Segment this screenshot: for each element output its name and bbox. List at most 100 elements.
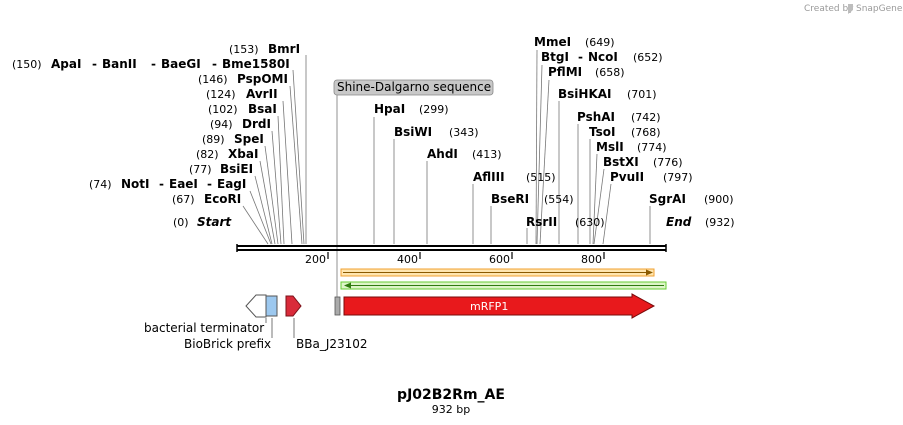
site-leader-lines bbox=[242, 49, 651, 300]
site-name: XbaI bbox=[228, 147, 258, 161]
site-position: (74) bbox=[89, 178, 112, 191]
start-position: (0) bbox=[173, 216, 189, 229]
site-position: (774) bbox=[637, 141, 667, 154]
axis-tick-label: 200 bbox=[305, 253, 326, 266]
svg-text:-: - bbox=[159, 177, 164, 191]
site-bstxi: BstXI (776) bbox=[603, 155, 683, 169]
site-name: Bme1580I bbox=[222, 57, 290, 71]
end-marker: End (932) bbox=[666, 215, 735, 229]
site-position: (515) bbox=[526, 171, 556, 184]
site-name: MslI bbox=[596, 140, 624, 154]
site-btgi-ncoi: BtgI - NcoI (652) bbox=[541, 50, 663, 64]
site-name: BtgI bbox=[541, 50, 569, 64]
plasmid-name: pJ02B2Rm_AE bbox=[397, 387, 505, 403]
terminator-label: bacterial terminator bbox=[144, 321, 264, 335]
site-position: (652) bbox=[633, 51, 663, 64]
site-position: (343) bbox=[449, 126, 479, 139]
site-name: BaeGI bbox=[161, 57, 201, 71]
site-xbai: (82) XbaI bbox=[196, 147, 258, 161]
site-name: NcoI bbox=[588, 50, 618, 64]
site-name: NotI bbox=[121, 177, 150, 191]
site-noti-group: (74) NotI - EaeI - EagI bbox=[89, 177, 246, 191]
site-position: (413) bbox=[472, 148, 502, 161]
site-position: (102) bbox=[208, 103, 238, 116]
site-name: BseRI bbox=[491, 192, 529, 206]
site-pspomi: (146) PspOMI bbox=[198, 72, 288, 86]
svg-text:-: - bbox=[92, 57, 97, 71]
site-position: (77) bbox=[189, 163, 212, 176]
site-position: (649) bbox=[585, 36, 615, 49]
site-position: (554) bbox=[544, 193, 574, 206]
plasmid-size: 932 bp bbox=[432, 403, 470, 416]
site-hpai: HpaI (299) bbox=[374, 102, 449, 116]
svg-text:-: - bbox=[212, 57, 217, 71]
site-position: (701) bbox=[627, 88, 657, 101]
site-drdi: (94) DrdI bbox=[210, 117, 271, 131]
site-position: (153) bbox=[229, 43, 259, 56]
svg-text:-: - bbox=[207, 177, 212, 191]
sequence-backbone bbox=[236, 244, 667, 252]
site-name: PvuII bbox=[610, 170, 644, 184]
site-name: BsiHKAI bbox=[558, 87, 612, 101]
site-name: AhdI bbox=[427, 147, 458, 161]
site-name: RsrII bbox=[526, 215, 557, 229]
site-pvuii: PvuII (797) bbox=[610, 170, 693, 184]
promoter-label: BBa_J23102 bbox=[296, 337, 368, 351]
site-afliii: AflIII (515) bbox=[473, 170, 556, 184]
site-pshai: PshAI (742) bbox=[577, 110, 661, 124]
prefix-label: BioBrick prefix bbox=[184, 337, 271, 351]
axis-ticks: 200 400 600 800 bbox=[305, 252, 605, 266]
site-position: (94) bbox=[210, 118, 233, 131]
site-name: BsiEI bbox=[220, 162, 253, 176]
site-name: AflIII bbox=[473, 170, 505, 184]
site-name: EagI bbox=[217, 177, 246, 191]
site-name: AvrII bbox=[246, 87, 278, 101]
site-name: EcoRI bbox=[204, 192, 241, 206]
orf-reverse-arrow bbox=[340, 281, 667, 290]
site-name: DrdI bbox=[242, 117, 271, 131]
site-bsai: (102) BsaI bbox=[208, 102, 277, 116]
site-position: (630) bbox=[575, 216, 605, 229]
site-spei: (89) SpeI bbox=[202, 132, 264, 146]
site-name: BanII bbox=[102, 57, 137, 71]
site-msli: MslI (774) bbox=[596, 140, 667, 154]
site-sgrai: SgrAI (900) bbox=[649, 192, 734, 206]
site-mmei: MmeI (649) bbox=[534, 35, 615, 49]
orf-forward-arrow bbox=[340, 268, 655, 277]
axis-tick-label: 800 bbox=[581, 253, 602, 266]
terminator-feature bbox=[245, 294, 267, 318]
promoter-feature bbox=[285, 295, 302, 317]
site-bseri: BseRI (554) bbox=[491, 192, 574, 206]
site-position: (900) bbox=[704, 193, 734, 206]
site-rsrii: RsrII (630) bbox=[526, 215, 605, 229]
site-position: (89) bbox=[202, 133, 225, 146]
shine-dalgarno-callout: Shine-Dalgarno sequence bbox=[333, 79, 494, 96]
axis-tick-label: 600 bbox=[489, 253, 510, 266]
site-position: (768) bbox=[631, 126, 661, 139]
end-position: (932) bbox=[705, 216, 735, 229]
credit-text: Created by bbox=[804, 4, 854, 14]
site-name: PshAI bbox=[577, 110, 615, 124]
site-name: BmrI bbox=[268, 42, 300, 56]
biobrick-prefix-feature bbox=[265, 295, 278, 317]
site-position: (150) bbox=[12, 58, 42, 71]
brand-text: SnapGene bbox=[856, 4, 903, 14]
site-pflmi: PflMI (658) bbox=[548, 65, 625, 79]
site-name: ApaI bbox=[51, 57, 81, 71]
shine-dalgarno-feature bbox=[334, 296, 341, 316]
site-position: (146) bbox=[198, 73, 228, 86]
site-avrii: (124) AvrII bbox=[206, 87, 278, 101]
svg-text:-: - bbox=[578, 50, 583, 64]
site-position: (742) bbox=[631, 111, 661, 124]
svg-text:-: - bbox=[151, 57, 156, 71]
site-name: SpeI bbox=[234, 132, 264, 146]
site-bsiwi: BsiWI (343) bbox=[394, 125, 479, 139]
site-name: EaeI bbox=[169, 177, 198, 191]
site-ecori: (67) EcoRI bbox=[172, 192, 241, 206]
end-label: End bbox=[666, 215, 692, 229]
site-bsiei: (77) BsiEI bbox=[189, 162, 253, 176]
site-apai-group: (150) ApaI - BanII - BaeGI - Bme1580I bbox=[12, 57, 290, 71]
site-position: (776) bbox=[653, 156, 683, 169]
start-marker: (0) Start bbox=[173, 215, 232, 229]
